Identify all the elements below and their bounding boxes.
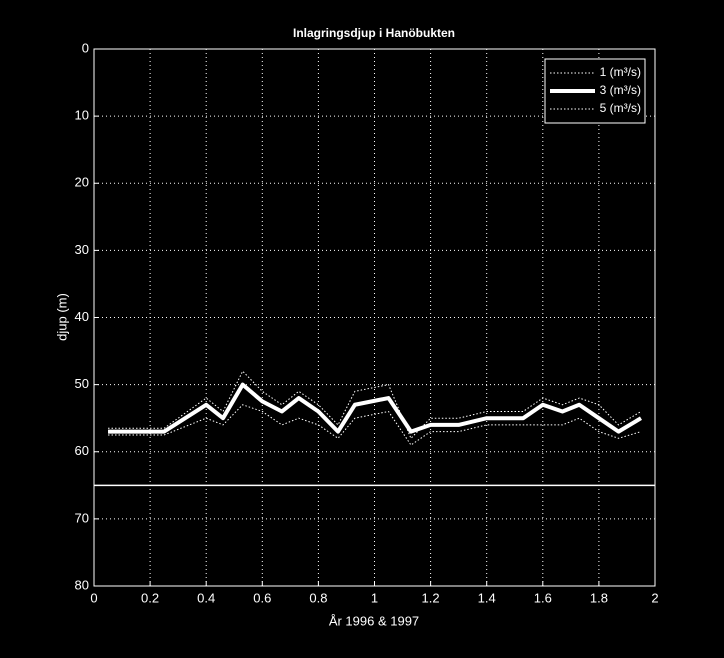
y-axis-label: djup (m) (54, 293, 69, 341)
y-tick-label: 70 (75, 510, 89, 525)
chart-title: Inlagringsdjup i Hanöbukten (293, 26, 455, 40)
legend-label: 1 (m³/s) (600, 65, 641, 79)
y-tick-label: 10 (75, 108, 89, 123)
y-tick-label: 30 (75, 242, 89, 257)
y-tick-label: 50 (75, 376, 89, 391)
legend: 1 (m³/s) 3 (m³/s) 5 (m³/s) (544, 58, 646, 124)
x-tick-label: 1.8 (590, 590, 608, 605)
x-tick-label: 1 (371, 590, 378, 605)
x-tick-label: 0.4 (197, 590, 215, 605)
series-line (108, 382, 643, 434)
y-tick-label: 80 (75, 577, 89, 592)
series-line (108, 370, 642, 439)
legend-label: 5 (m³/s) (600, 101, 641, 115)
y-tick-label: 20 (75, 175, 89, 190)
x-tick-label: 0.2 (141, 590, 159, 605)
y-tick-label: 40 (75, 309, 89, 324)
x-axis-label: År 1996 & 1997 (329, 613, 419, 628)
legend-label: 3 (m³/s) (600, 83, 641, 97)
x-tick-label: 2 (651, 590, 658, 605)
x-tick-label: 1.4 (478, 590, 496, 605)
x-tick-label: 0 (90, 590, 97, 605)
x-tick-label: 0.6 (253, 590, 271, 605)
y-tick-label: 60 (75, 443, 89, 458)
x-tick-label: 1.6 (534, 590, 552, 605)
series-line (108, 404, 642, 446)
y-tick-label: 0 (82, 40, 89, 55)
x-tick-label: 1.2 (422, 590, 440, 605)
x-tick-label: 0.8 (309, 590, 327, 605)
